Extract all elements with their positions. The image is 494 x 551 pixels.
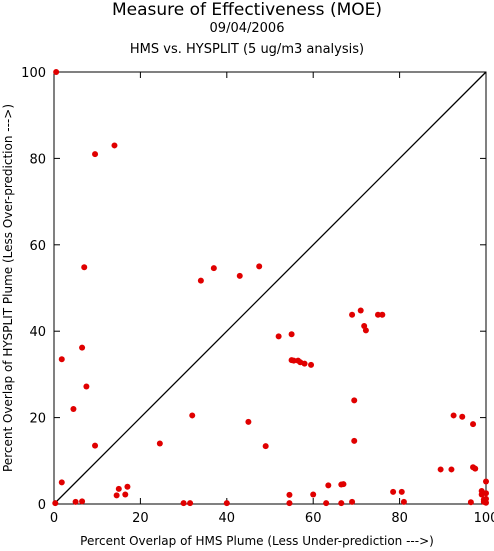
data-point [256,263,263,270]
data-point [122,491,129,498]
y-tick-label: 60 [29,239,46,254]
data-point [70,405,77,412]
plot-area [53,71,487,505]
y-tick-label: 100 [21,66,46,81]
data-point [290,357,297,364]
data-point [470,421,477,428]
data-point [310,491,317,498]
data-point [115,485,122,492]
y-tick-label: 20 [29,412,46,427]
data-point [79,498,86,505]
data-point [398,488,405,495]
data-point [113,492,120,499]
data-point [58,356,65,363]
data-point [286,500,293,507]
data-point [124,483,131,490]
data-point [275,333,282,340]
data-point [81,264,88,271]
x-axis-label: Percent Overlap of HMS Plume (Less Under… [80,534,434,548]
data-point [210,265,217,272]
data-point [472,465,479,472]
data-point [197,277,204,284]
data-point [375,311,381,318]
data-point [357,307,364,314]
data-point [323,500,330,507]
x-tick-label: 100 [474,511,494,526]
data-point [245,418,252,425]
data-point [236,272,243,279]
data-point [351,397,358,404]
x-tick-label: 60 [305,511,322,526]
chart-date-subtitle: 09/04/2006 [209,21,285,36]
data-point [189,412,196,419]
data-point [483,490,489,497]
y-tick-label: 0 [38,498,46,513]
data-point [301,360,308,367]
data-point [362,327,369,334]
data-point [437,466,444,473]
data-point [349,498,356,505]
data-point [180,500,187,507]
data-point [72,498,79,505]
data-point [349,311,356,318]
data-point [351,437,358,444]
x-tick-label: 80 [391,511,408,526]
data-point [390,488,397,495]
data-point [79,344,86,351]
data-point [288,331,295,338]
data-point [467,499,474,506]
data-point [483,495,489,502]
data-point [400,498,407,505]
y-tick-label: 80 [29,152,46,167]
data-point [52,500,59,507]
data-point [286,491,293,498]
data-point [156,440,163,447]
data-point [308,361,315,368]
data-point [83,383,90,390]
y-axis-label: Percent Overlap of HYSPLIT Plume (Less O… [1,104,15,472]
data-point [53,69,60,75]
chart-comparison-subtitle: HMS vs. HYSPLIT (5 ug/m3 analysis) [129,42,365,57]
data-point [483,478,489,485]
x-tick-label: 20 [132,511,149,526]
data-point [459,413,466,420]
data-point [111,142,118,149]
one-to-one-line [53,71,487,505]
y-tick-label: 40 [29,325,46,340]
data-point [379,311,386,318]
chart-title: Measure of Effectiveness (MOE) [111,0,383,20]
data-point [92,151,99,158]
data-point [325,482,332,489]
data-points [52,69,489,507]
data-point [223,500,230,507]
data-point [450,412,457,419]
x-tick-label: 40 [219,511,236,526]
data-point [340,481,347,488]
x-tick-label: 0 [50,511,58,526]
y-axis-ticks: 0 20 40 60 80 100 [21,66,486,513]
data-point [448,466,455,473]
data-point [92,442,99,449]
data-point [187,500,194,507]
data-point [338,500,345,507]
data-point [262,443,269,450]
data-point [58,479,65,486]
x-axis-ticks: 0 20 40 60 80 100 [50,72,494,526]
